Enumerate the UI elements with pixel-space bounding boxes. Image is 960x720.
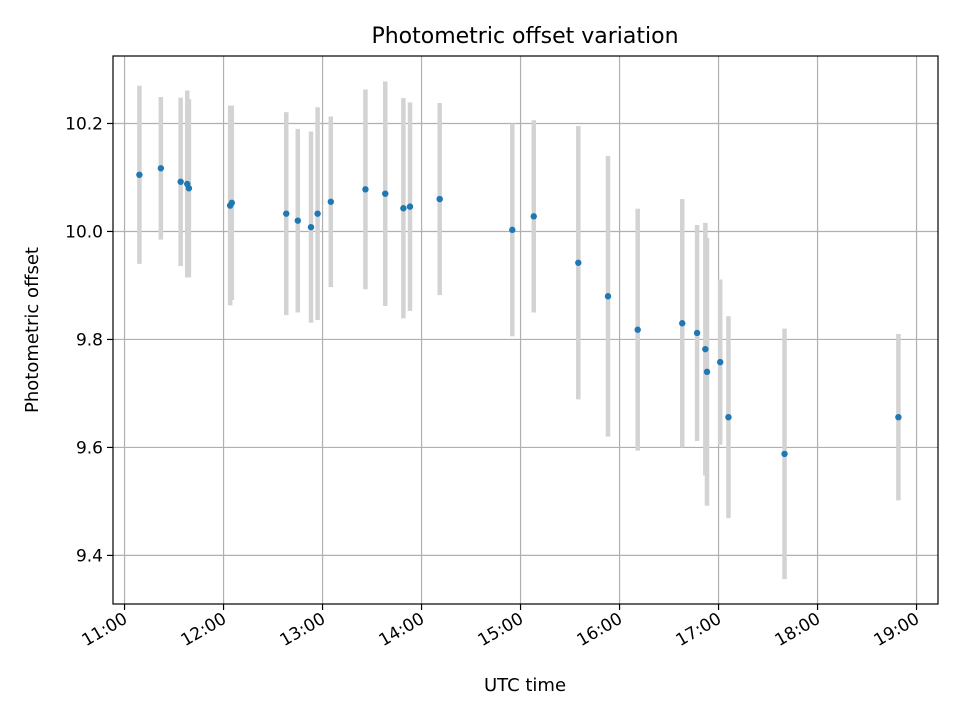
data-point: [283, 210, 290, 217]
x-tick-label: 18:00: [772, 609, 824, 651]
y-tick-label: 10.2: [65, 114, 103, 134]
data-point: [509, 226, 516, 234]
x-tick-label: 15:00: [475, 609, 527, 651]
data-point: [634, 326, 641, 333]
chart-title: Photometric offset variation: [371, 24, 678, 49]
data-point: [702, 345, 709, 353]
axis-ticks: 11:00 12:00 13:00 14:00 15:00 16:00 17:00 18:00…: [65, 114, 923, 650]
data-point: [693, 329, 701, 337]
x-tick-label: 11:00: [79, 609, 131, 651]
x-tick-label: 17:00: [673, 609, 725, 651]
data-point: [530, 213, 537, 220]
data-point: [327, 198, 334, 205]
data-point: [400, 205, 407, 212]
data-point: [781, 450, 788, 458]
data-point: [604, 293, 612, 300]
x-tick-label: 19:00: [871, 609, 923, 651]
y-tick-label: 9.8: [76, 330, 103, 350]
data-point: [185, 185, 193, 192]
data-point: [725, 413, 732, 421]
data-point: [362, 186, 369, 193]
data-points: [136, 165, 902, 458]
plot-frame: [112, 55, 939, 605]
x-tick-label: 12:00: [178, 609, 230, 651]
data-point: [703, 368, 711, 376]
data-point: [436, 195, 443, 203]
y-axis-label: Photometric offset: [22, 247, 43, 413]
x-tick-label: 13:00: [277, 609, 329, 651]
data-point: [157, 165, 165, 172]
data-point: [294, 217, 301, 224]
data-point: [228, 199, 235, 207]
x-tick-label: 16:00: [574, 609, 626, 651]
data-point: [717, 358, 724, 366]
data-point: [177, 178, 184, 185]
data-point: [575, 259, 582, 266]
y-tick-label: 10.0: [65, 222, 103, 242]
data-point: [382, 190, 389, 197]
data-point: [314, 210, 321, 217]
y-tick-label: 9.4: [76, 546, 103, 566]
y-tick-label: 9.6: [76, 438, 103, 458]
data-point: [136, 171, 143, 178]
data-point: [895, 413, 902, 421]
data-point: [406, 203, 414, 210]
x-tick-label: 14:00: [376, 609, 428, 651]
data-point: [679, 320, 686, 327]
error-bars: [137, 81, 901, 580]
grid-lines: [113, 56, 938, 604]
x-axis-label: UTC time: [484, 675, 566, 696]
data-point: [307, 223, 315, 231]
